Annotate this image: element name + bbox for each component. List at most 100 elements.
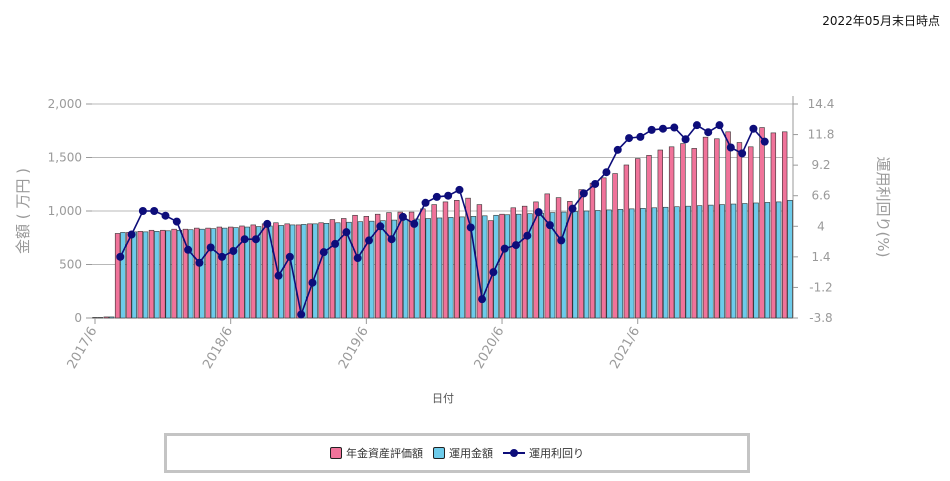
legend-item-asset[interactable]: 年金資産評価額	[330, 445, 423, 461]
yield-point	[704, 128, 713, 137]
yield-point	[251, 235, 260, 244]
bar-asset	[521, 205, 528, 319]
bar-asset	[182, 228, 189, 319]
bar-invested	[436, 217, 443, 319]
bar-invested	[629, 208, 635, 319]
yield-point	[489, 268, 498, 277]
yield-point	[353, 254, 362, 263]
bar-asset	[589, 182, 596, 319]
bar-invested	[606, 209, 612, 319]
bar-invested	[120, 232, 126, 319]
bar-asset	[431, 204, 437, 319]
bar-asset	[194, 227, 200, 319]
bar-invested	[142, 231, 149, 319]
yield-point	[263, 219, 272, 228]
bar-asset	[465, 197, 471, 319]
bar-invested	[651, 207, 658, 319]
yield-point	[591, 179, 600, 188]
pension-chart: 0 500 1,000 1,500 2,000 -3.8 -1.2 1.4 4 6.6 9.2 11.…	[14, 96, 892, 405]
yield-point	[613, 145, 622, 154]
y-right-tick-label: 11.8	[808, 128, 835, 142]
bar-invested	[617, 209, 624, 319]
bar-asset	[420, 208, 426, 319]
y-right-tick-label: 6.6	[811, 189, 830, 203]
y-right-tick-label: -1.2	[809, 280, 832, 294]
bar-invested	[380, 220, 386, 319]
x-tick-label: 2018/6	[200, 325, 236, 372]
yield-point	[150, 207, 159, 215]
bar-asset	[114, 233, 121, 319]
bar-asset	[227, 226, 234, 319]
bar-invested	[776, 201, 782, 319]
x-tick-label: 2021/6	[607, 325, 643, 372]
yield-point	[116, 252, 125, 261]
yield-point	[500, 244, 509, 253]
yield-point	[432, 192, 441, 201]
bar-asset	[374, 213, 381, 319]
bar-invested	[188, 229, 194, 319]
bar-invested	[210, 228, 217, 319]
yield-point	[647, 125, 656, 134]
bar-asset	[250, 224, 256, 319]
yield-point	[240, 235, 249, 244]
bar-asset	[476, 204, 483, 319]
bar-asset	[691, 148, 697, 319]
bar-asset	[329, 219, 336, 319]
bar-asset	[261, 223, 268, 319]
x-tick-label: 2020/6	[472, 324, 508, 371]
legend-marker-yield	[503, 447, 525, 459]
yield-point	[738, 149, 747, 158]
bar-asset	[205, 227, 211, 319]
yield-point	[387, 235, 396, 244]
bar-invested	[335, 222, 341, 319]
bar-asset	[363, 216, 370, 319]
yield-point	[274, 271, 283, 280]
yield-point	[319, 248, 328, 257]
bar-asset	[442, 201, 449, 319]
yield-point	[161, 211, 170, 220]
yield-point	[172, 217, 181, 226]
bar-invested	[787, 200, 793, 319]
yield-point	[398, 212, 407, 221]
bar-invested	[425, 218, 431, 319]
legend-label-invested: 運用金額	[449, 447, 493, 460]
bar-asset	[103, 316, 109, 319]
bar-invested	[504, 214, 511, 319]
bar-invested	[199, 228, 205, 319]
bar-invested	[233, 227, 239, 319]
y-left-tick-label: 1,000	[48, 204, 82, 218]
yield-point	[410, 219, 419, 228]
legend-swatch-invested	[433, 447, 445, 459]
yield-point	[692, 121, 701, 130]
bar-invested	[131, 231, 137, 319]
bar-invested	[753, 202, 759, 319]
bar-invested	[391, 219, 397, 319]
yield-point	[342, 228, 351, 237]
chart-legend: 年金資産評価額 運用金額 運用利回り	[164, 433, 750, 473]
yield-point	[749, 124, 758, 133]
yield-point	[297, 310, 306, 319]
bar-invested	[176, 229, 183, 319]
bar-invested	[459, 216, 465, 319]
bar-asset	[612, 173, 618, 319]
yield-line	[119, 124, 766, 318]
yield-point	[331, 239, 340, 248]
bar-invested	[482, 215, 488, 319]
bar-asset	[92, 317, 98, 319]
bar-invested	[154, 231, 160, 319]
bar-invested	[222, 227, 228, 319]
yield-point	[579, 189, 588, 198]
yield-point	[511, 241, 520, 250]
yield-point	[218, 252, 227, 261]
yield-point	[184, 245, 193, 254]
legend-item-yield[interactable]: 運用利回り	[503, 445, 584, 461]
bar-asset	[770, 132, 777, 319]
legend-item-invested[interactable]: 運用金額	[433, 445, 493, 461]
bar-asset	[295, 224, 302, 319]
bar-invested	[708, 204, 714, 319]
bar-asset	[284, 223, 290, 319]
legend-label-asset: 年金資産評価額	[346, 447, 423, 460]
yield-point	[760, 137, 769, 146]
bar-asset	[668, 146, 675, 319]
yield-point	[568, 204, 577, 213]
